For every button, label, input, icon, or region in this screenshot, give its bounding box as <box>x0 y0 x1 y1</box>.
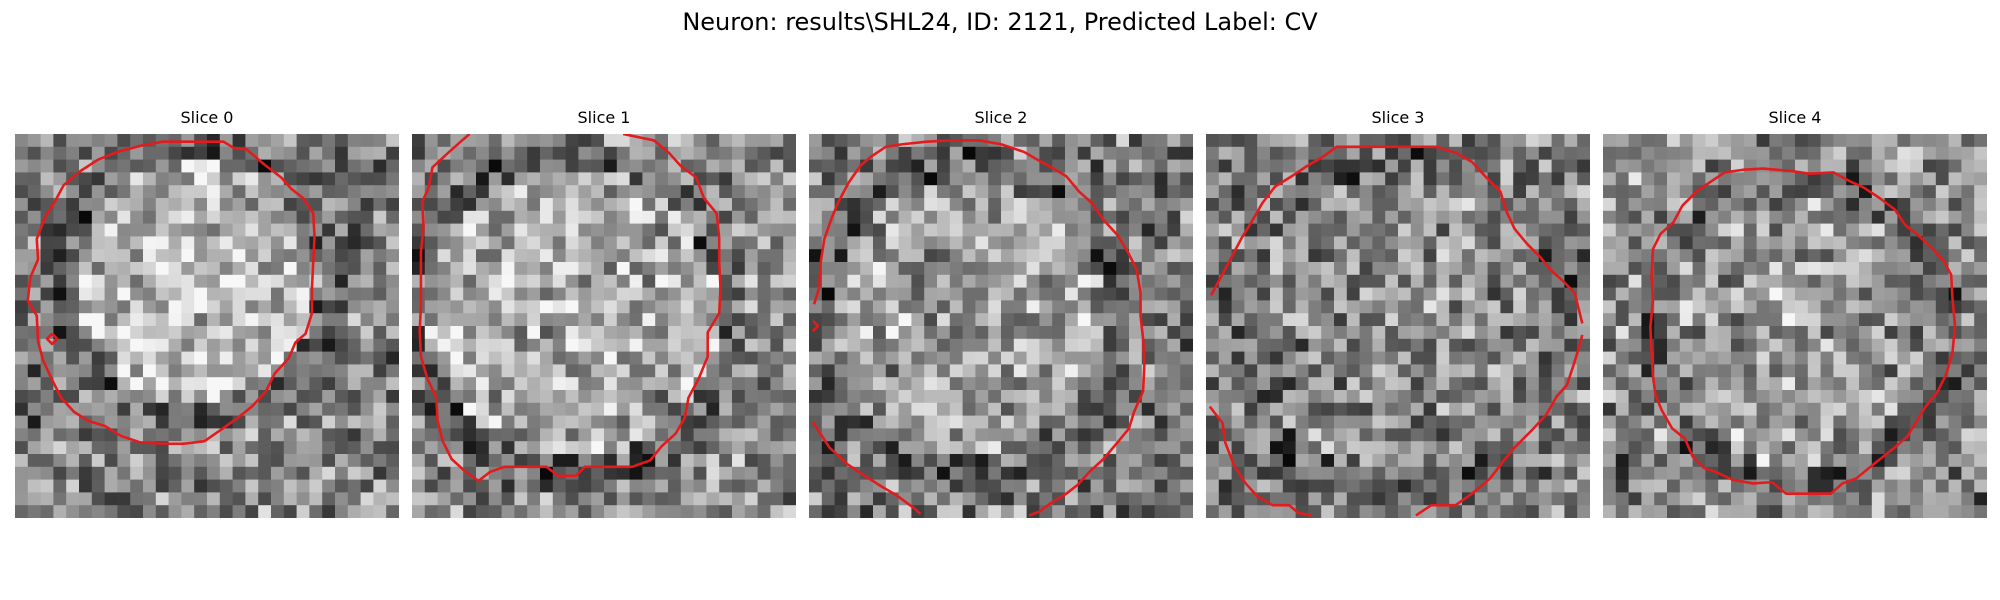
slice-panel-1: Slice 1 <box>412 108 796 518</box>
slice-panel-3: Slice 3 <box>1206 108 1590 518</box>
slice-image <box>1603 134 1987 518</box>
figure-title: Neuron: results\SHL24, ID: 2121, Predict… <box>682 8 1318 36</box>
pixel-grid <box>809 134 1193 518</box>
segmentation-contour <box>26 140 316 446</box>
pixel-grid <box>412 134 796 518</box>
segmentation-contour-fragment <box>811 421 922 516</box>
slice-image <box>809 134 1193 518</box>
segmentation-contour <box>812 139 1146 517</box>
segmentation-contour <box>1649 167 1957 495</box>
segmentation-contour-fragment <box>45 332 59 346</box>
segmentation-contour <box>418 134 722 483</box>
slice-panel-4: Slice 4 <box>1603 108 1987 518</box>
slice-image <box>1206 134 1590 518</box>
slice-panel-0: Slice 0 <box>15 108 399 518</box>
slice-title: Slice 3 <box>1371 108 1425 127</box>
pixel-grid <box>15 134 399 518</box>
slice-panel-2: Slice 2 <box>809 108 1193 518</box>
pixel-grid <box>1206 134 1590 518</box>
segmentation-contour-fragment <box>811 319 820 333</box>
segmentation-contour <box>1209 145 1584 324</box>
slice-title: Slice 0 <box>180 108 234 127</box>
pixel-grid <box>1603 134 1987 518</box>
slice-title: Slice 2 <box>974 108 1028 127</box>
slice-title: Slice 4 <box>1768 108 1822 127</box>
slice-image <box>412 134 796 518</box>
segmentation-contour-fragment <box>1415 334 1584 517</box>
slice-image <box>15 134 399 518</box>
slice-title: Slice 1 <box>577 108 631 127</box>
segmentation-contour-fragment <box>1208 405 1312 517</box>
